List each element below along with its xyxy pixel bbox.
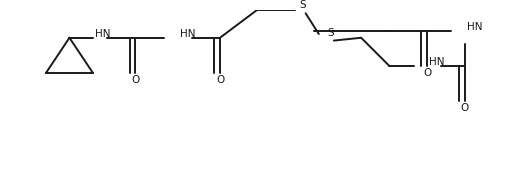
Text: S: S	[299, 0, 306, 10]
Text: O: O	[131, 75, 139, 85]
Text: O: O	[423, 68, 431, 78]
Text: HN: HN	[95, 29, 110, 39]
Text: O: O	[216, 75, 224, 85]
Text: HN: HN	[429, 57, 445, 67]
Text: S: S	[327, 28, 334, 38]
Text: O: O	[461, 103, 469, 113]
Text: HN: HN	[179, 29, 195, 39]
Text: HN: HN	[466, 22, 482, 32]
